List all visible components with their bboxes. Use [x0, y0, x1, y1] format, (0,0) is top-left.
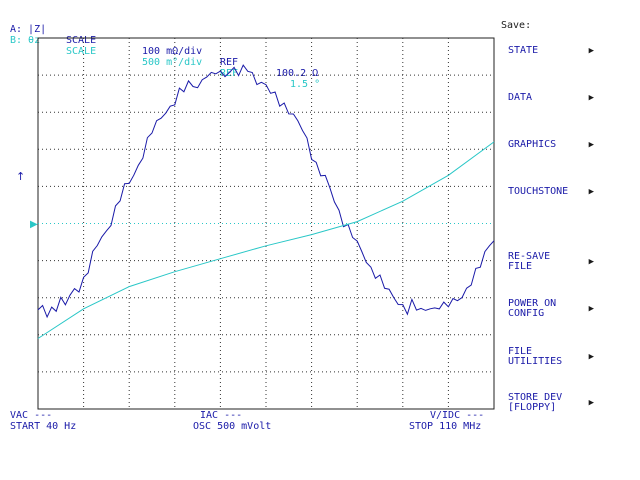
ref-a-marker: ↑	[16, 170, 25, 183]
trace-a-ref-label: REF	[220, 57, 239, 68]
softkey-label: FILE	[508, 346, 533, 357]
triangle-right-icon: ▶	[588, 304, 594, 314]
softkey-menu-title: Save:	[501, 20, 532, 31]
trace-b-label: B: θz	[10, 35, 41, 46]
vac-readout: VAC ---	[10, 410, 53, 421]
softkey-label: [FLOPPY]	[508, 402, 557, 413]
softkey-label: RE-SAVE	[508, 251, 551, 262]
softkey-label: TOUCHSTONE	[508, 186, 569, 197]
trace-b-scale-value: 500 m°/div	[142, 57, 203, 68]
softkey-file-utilities[interactable]: FILE UTILITIES ▶	[508, 347, 594, 367]
trace-b-scale-label: SCALE	[66, 46, 97, 57]
triangle-right-icon: ▶	[588, 46, 594, 56]
softkey-re-save-file[interactable]: RE-SAVE FILE ▶	[508, 252, 594, 272]
trace-b-ref-value: 1.5 °	[290, 79, 321, 90]
softkey-power-on-config[interactable]: POWER ON CONFIG ▶	[508, 299, 594, 319]
trace-a-scale-label: SCALE	[66, 35, 97, 46]
trace-a-label: A: |Z|	[10, 24, 47, 35]
softkey-label: STATE	[508, 45, 539, 56]
trace-a-scale-value: 100 mΩ/div	[142, 46, 203, 57]
softkey-label: GRAPHICS	[508, 139, 557, 150]
softkey-store-dev-floppy[interactable]: STORE DEV [FLOPPY] ▶	[508, 393, 594, 413]
stop-frequency: STOP 110 MHz	[409, 421, 482, 432]
softkey-touchstone[interactable]: TOUCHSTONE ▶	[508, 186, 594, 198]
triangle-right-icon: ▶	[588, 93, 594, 103]
triangle-right-icon: ▶	[588, 398, 594, 408]
triangle-right-icon: ▶	[588, 352, 594, 362]
trace-a-header: A: |Z| SCALE 100 mΩ/div REF 100.2 Ω	[10, 13, 318, 79]
ref-b-marker: ▶	[30, 219, 38, 230]
triangle-right-icon: ▶	[588, 187, 594, 197]
softkey-label: UTILITIES	[508, 356, 563, 367]
trace-a-ref-value: 100.2 Ω	[276, 68, 319, 79]
softkey-data[interactable]: DATA ▶	[508, 92, 594, 104]
osc-level: OSC 500 mVolt	[193, 421, 272, 432]
triangle-right-icon: ▶	[588, 257, 594, 267]
trace-b-phase-line	[37, 141, 495, 339]
trace-a-impedance-line	[37, 64, 495, 319]
start-frequency: START 40 Hz	[10, 421, 77, 432]
softkey-label: POWER ON	[508, 298, 557, 309]
graticule-grid	[38, 38, 494, 409]
triangle-right-icon: ▶	[588, 140, 594, 150]
vidc-readout: V/IDC ---	[430, 410, 485, 421]
softkey-graphics[interactable]: GRAPHICS ▶	[508, 139, 594, 151]
chart-marks	[37, 64, 495, 339]
softkey-label: CONFIG	[508, 308, 545, 319]
softkey-label: FILE	[508, 261, 533, 272]
softkey-label: STORE DEV	[508, 392, 563, 403]
softkey-state[interactable]: STATE ▶	[508, 45, 594, 57]
iac-readout: IAC ---	[200, 410, 243, 421]
softkey-label: DATA	[508, 92, 533, 103]
